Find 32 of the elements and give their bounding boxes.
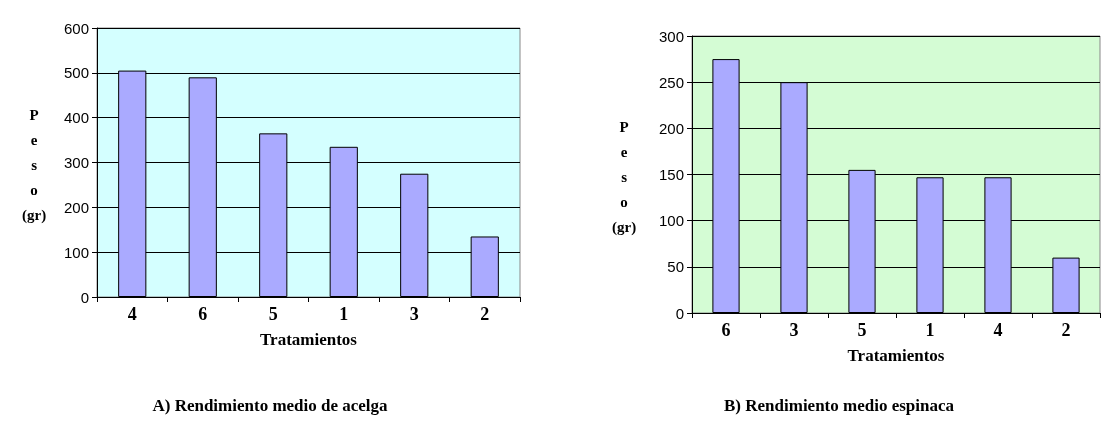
x-tick-label: 5 — [857, 320, 867, 340]
y-tick-label: 100 — [658, 212, 684, 230]
y-tick-label: 150 — [658, 166, 684, 183]
y-axis-title: Peso (gr) — [22, 107, 47, 224]
y-tick-label: 50 — [667, 258, 684, 276]
y-tick-label: 400 — [63, 109, 89, 127]
y-tick-label: 300 — [63, 154, 89, 171]
x-axis-title: Tratamientos — [847, 346, 945, 365]
y-tick-label: 0 — [675, 304, 684, 322]
x-tick-label: 4 — [127, 304, 137, 324]
y-tick-label: 250 — [658, 73, 684, 91]
x-tick-label: 3 — [409, 304, 419, 324]
x-tick-label: 1 — [339, 304, 349, 324]
x-tick-label: 5 — [268, 304, 278, 324]
x-tick-label: 6 — [198, 304, 208, 324]
y-tick-label: 600 — [63, 19, 89, 37]
x-tick-label: 2 — [480, 304, 490, 324]
y-tick-label: 100 — [63, 243, 89, 261]
x-tick-label: 1 — [925, 320, 935, 340]
x-tick-label: 2 — [1061, 320, 1071, 340]
x-tick-label: 3 — [789, 320, 799, 340]
text: B) Rendimiento medio espinaca — [724, 396, 955, 415]
y-axis-title: Peso (gr) — [612, 119, 637, 236]
y-tick-label: 300 — [658, 27, 684, 45]
x-axis-title: Tratamientos — [260, 330, 358, 349]
x-tick-label: 4 — [993, 320, 1003, 340]
y-tick-label: 200 — [63, 198, 89, 216]
x-tick-label: 6 — [721, 320, 731, 340]
y-tick-label: 500 — [63, 64, 89, 82]
text: A) Rendimiento medio de acelga — [152, 396, 389, 415]
y-tick-label: 0 — [80, 288, 89, 306]
y-tick-label: 200 — [658, 119, 684, 137]
